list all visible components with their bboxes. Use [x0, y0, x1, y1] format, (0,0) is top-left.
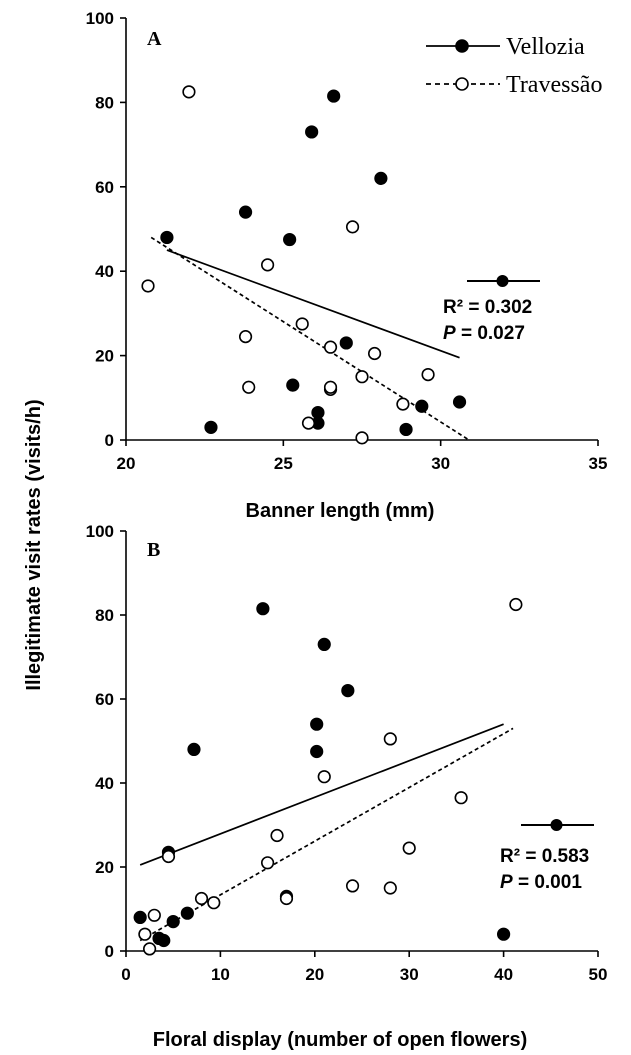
x-axis-label: Floral display (number of open flowers)	[153, 1029, 527, 1051]
point-travessao	[182, 85, 196, 99]
point-vellozia	[497, 927, 511, 941]
panel-b: 0 20 40 60 80 100 0 10 20 30 40 50 Floral display (n…	[86, 522, 608, 1051]
x-tick-label: 10	[211, 965, 230, 984]
legend: Vellozia Travessão	[426, 34, 602, 98]
point-vellozia	[157, 933, 171, 948]
point-travessao	[402, 841, 416, 855]
x-tick-label: 0	[121, 965, 130, 984]
point-travessao	[147, 908, 161, 922]
legend-marker	[455, 39, 469, 53]
point-vellozia	[341, 683, 355, 698]
point-travessao	[509, 597, 523, 612]
point-vellozia	[166, 914, 180, 929]
point-travessao	[279, 891, 294, 906]
x-tick-label: 30	[400, 965, 419, 984]
point-vellozia	[238, 205, 253, 219]
point-travessao	[295, 317, 309, 331]
y-tick-label: 80	[95, 606, 114, 625]
point-travessao	[355, 370, 369, 384]
mean-point	[496, 275, 509, 287]
y-tick-label: 60	[95, 178, 114, 197]
point-vellozia	[399, 422, 413, 437]
point-vellozia	[283, 232, 297, 247]
y-tick-label: 0	[105, 942, 114, 961]
point-vellozia	[327, 89, 341, 103]
point-travessao	[261, 258, 275, 272]
point-travessao	[421, 367, 435, 382]
point-vellozia	[256, 602, 270, 616]
point-travessao	[141, 279, 155, 293]
point-travessao	[383, 732, 397, 746]
r-squared-label: R² = 0.302	[443, 297, 532, 318]
panel-label: A	[147, 28, 162, 50]
point-vellozia	[339, 336, 353, 350]
x-tick-label: 25	[274, 454, 293, 473]
point-vellozia	[305, 125, 319, 139]
point-travessao	[238, 330, 253, 344]
fit-line-vellozia	[139, 723, 504, 866]
y-tick-label: 60	[95, 690, 114, 709]
point-travessao	[301, 416, 316, 430]
point-vellozia	[133, 910, 147, 925]
point-vellozia	[310, 744, 324, 759]
fit-line-vellozia	[166, 249, 460, 359]
y-tick-label: 20	[95, 858, 114, 877]
point-travessao	[345, 879, 360, 893]
y-tick-label: 80	[95, 93, 114, 112]
point-travessao	[454, 791, 468, 805]
point-travessao	[323, 380, 338, 394]
point-vellozia	[286, 378, 300, 392]
r-squared-label: R² = 0.583	[500, 846, 589, 867]
point-travessao	[194, 891, 209, 906]
point-vellozia	[204, 420, 218, 434]
point-travessao	[383, 881, 397, 895]
x-axis-label: Banner length (mm)	[246, 500, 435, 522]
y-axis-label: Illegitimate visit rates (visits/h)	[23, 399, 45, 690]
y-tick-label: 100	[86, 522, 114, 541]
point-travessao	[323, 340, 338, 354]
point-vellozia	[374, 171, 388, 185]
legend-marker	[455, 77, 469, 91]
point-vellozia	[187, 742, 201, 757]
point-travessao	[345, 220, 360, 234]
point-travessao	[270, 828, 284, 843]
point-vellozia	[160, 230, 174, 245]
x-tick-label: 30	[431, 454, 450, 473]
point-travessao	[143, 942, 157, 956]
y-tick-label: 40	[95, 262, 114, 281]
x-tick-label: 40	[494, 965, 513, 984]
point-vellozia	[452, 395, 467, 409]
y-tick-label: 100	[86, 9, 114, 28]
x-tick-label: 20	[305, 965, 324, 984]
point-travessao	[161, 849, 176, 864]
x-tick-label: 20	[117, 454, 136, 473]
x-tick-label: 35	[589, 454, 608, 473]
point-travessao	[367, 346, 382, 361]
point-travessao	[242, 380, 256, 394]
y-tick-label: 0	[105, 431, 114, 450]
x-tick-label: 50	[589, 965, 608, 984]
fit-line-travesso	[139, 727, 514, 942]
point-travessao	[138, 927, 152, 941]
panel-label: B	[147, 539, 160, 561]
point-travessao	[207, 896, 221, 910]
point-vellozia	[317, 637, 331, 652]
point-vellozia	[180, 906, 194, 920]
point-vellozia	[310, 717, 324, 731]
p-value-label: P = 0.027	[443, 323, 525, 344]
point-travessao	[261, 856, 275, 870]
y-tick-label: 20	[95, 347, 114, 366]
point-travessao	[396, 397, 410, 411]
mean-point	[550, 819, 563, 831]
legend-label: Travessão	[506, 72, 602, 98]
point-travessao	[317, 770, 331, 784]
point-vellozia	[415, 399, 429, 413]
y-tick-label: 40	[95, 774, 114, 793]
legend-label: Vellozia	[506, 34, 585, 60]
point-travessao	[355, 431, 369, 445]
p-value-label: P = 0.001	[500, 872, 582, 893]
